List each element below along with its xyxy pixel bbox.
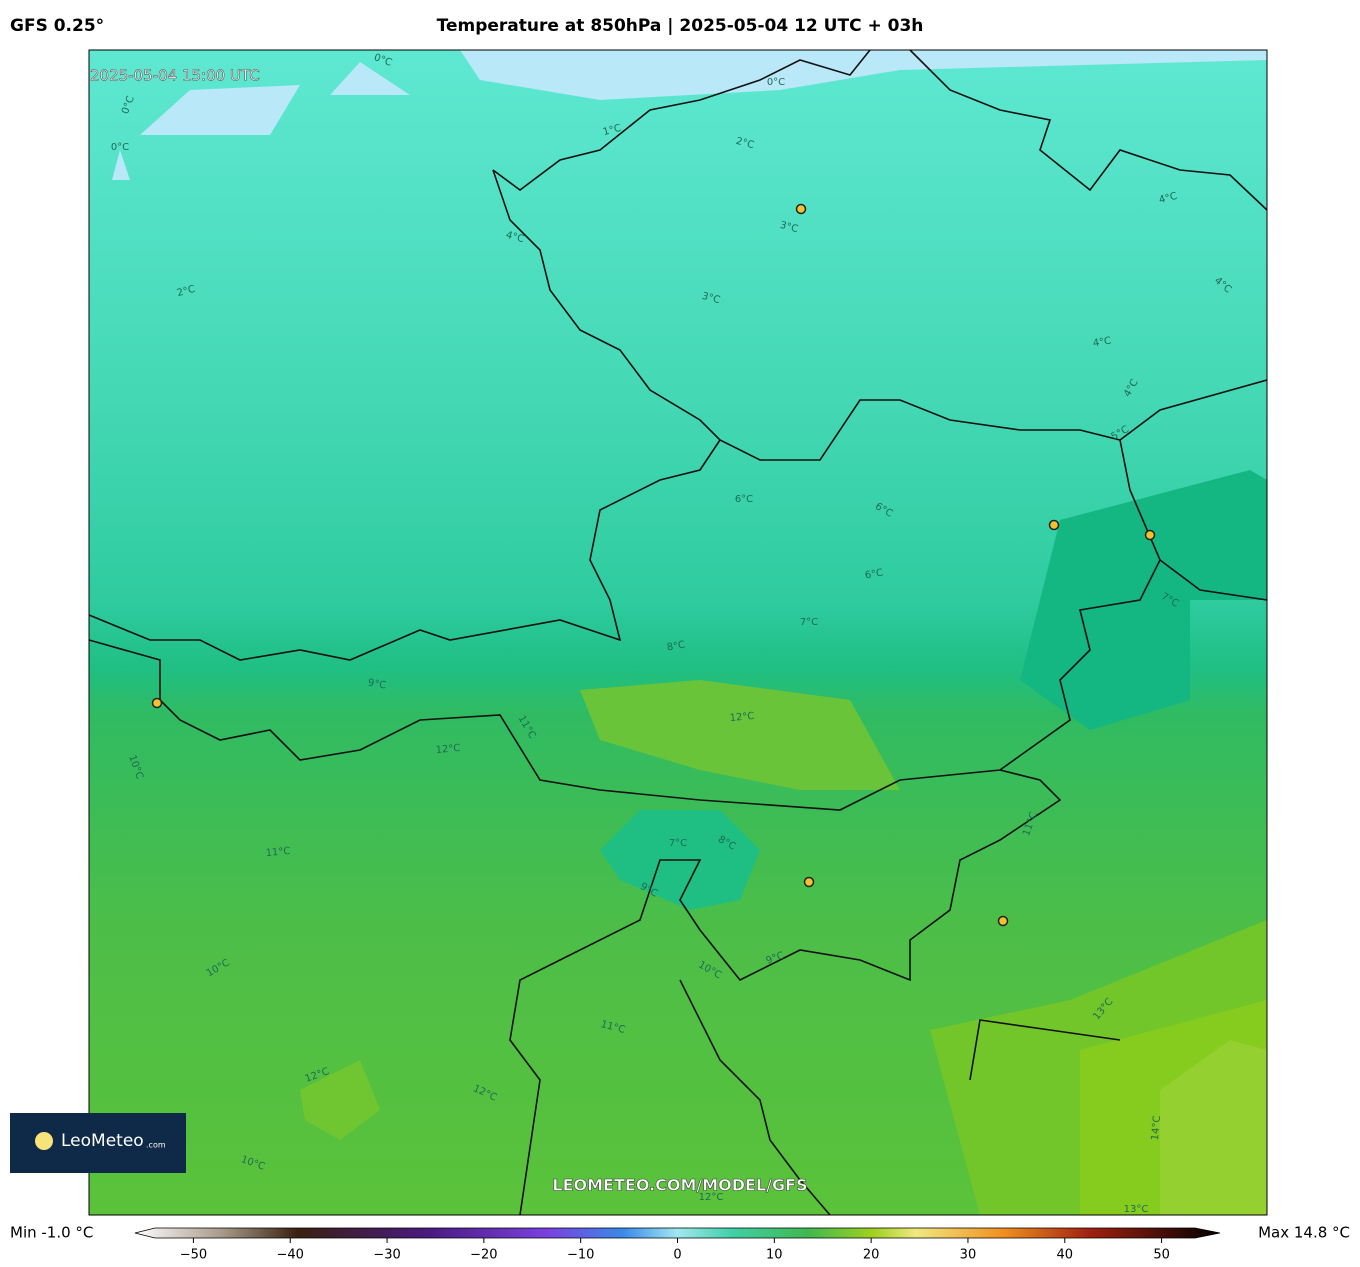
colorbar-tick-label: 40 xyxy=(1056,1248,1073,1263)
colorbar-tick-label: −50 xyxy=(180,1248,207,1263)
logo-suffix: .com xyxy=(146,1141,166,1150)
cold-area xyxy=(112,150,130,180)
colorbar: Min -1.0 °C Max 14.8 °C −50 −40 −30 −20 −10 0… xyxy=(10,1224,1350,1263)
max-label: Max 14.8 °C xyxy=(1258,1224,1350,1242)
contour-label: 12°C xyxy=(435,743,461,756)
map-frame xyxy=(88,49,1268,1216)
logo: LeoMeteo .com xyxy=(10,1113,186,1173)
cold-area xyxy=(140,85,300,135)
colorbar-tick-label: −10 xyxy=(567,1248,594,1263)
colorbar-tick-label: 30 xyxy=(960,1248,977,1263)
contour-label: 12°C xyxy=(729,711,755,724)
contour-label: 8°C xyxy=(666,639,686,653)
contour-label: 12°C xyxy=(699,1192,724,1203)
contour-label: 6°C xyxy=(864,567,884,581)
colorbar-tick-label: −30 xyxy=(373,1248,400,1263)
warm-area xyxy=(1160,1040,1267,1215)
contour-label: 6°C xyxy=(735,494,753,505)
contour-label: 1°C xyxy=(602,123,623,138)
contour-label: 7°C xyxy=(800,617,818,628)
contour-label: 4°C xyxy=(505,230,526,245)
colorbar-tick-label: 0 xyxy=(673,1248,681,1263)
contour-label: 13°C xyxy=(1124,1204,1149,1215)
map-area: 0°C0°C0°C0°C1°C2°C3°C4°C2°C 3°C4°C4°C4°C4… xyxy=(88,49,1268,1216)
contour-label: 14°C xyxy=(1150,1115,1163,1141)
city-markers xyxy=(151,203,1156,927)
colorbar-tick-label: 20 xyxy=(863,1248,880,1263)
cold-area xyxy=(460,50,1267,100)
contour-label: 3°C xyxy=(701,291,722,306)
watermark: LEOMETEO.COM/MODEL/GFS xyxy=(552,1176,807,1195)
contour-label: 7°C xyxy=(669,838,687,849)
valid-time: 2025-05-04 15:00 UTC xyxy=(90,67,260,85)
contour-label: 9°C xyxy=(367,677,387,691)
contour-label: 4°C xyxy=(1158,191,1179,206)
cold-area xyxy=(330,62,410,95)
contour-labels: 0°C0°C0°C0°C1°C2°C3°C4°C2°C 3°C4°C4°C4°C4… xyxy=(111,52,1233,1215)
warm-pocket xyxy=(1020,470,1267,730)
colorbar-tick-label: −20 xyxy=(470,1248,497,1263)
colorbar-tick-label: 10 xyxy=(766,1248,783,1263)
contour-label: 3°C xyxy=(779,220,800,235)
contour-label: 0°C xyxy=(111,142,129,153)
contour-label: 4°C xyxy=(1092,335,1112,349)
contour-label: 0°C xyxy=(767,77,785,88)
map-title: Temperature at 850hPa | 2025-05-04 12 UT… xyxy=(437,16,924,36)
contour-label: 2°C xyxy=(176,284,197,299)
colorbar-scale xyxy=(134,1227,1221,1239)
model-name: GFS 0.25° xyxy=(10,16,104,36)
logo-name: LeoMeteo xyxy=(61,1131,144,1151)
min-label: Min -1.0 °C xyxy=(10,1224,93,1242)
logo-sun xyxy=(35,1132,53,1150)
colorbar-tick-label: 50 xyxy=(1153,1248,1170,1263)
warm-area xyxy=(580,680,900,790)
borders xyxy=(88,49,1268,1216)
contour-label: 11°C xyxy=(265,846,291,859)
warm-area xyxy=(300,1060,380,1140)
contour-label: 2°C xyxy=(735,136,756,151)
colorbar-tick-label: −40 xyxy=(277,1248,304,1263)
